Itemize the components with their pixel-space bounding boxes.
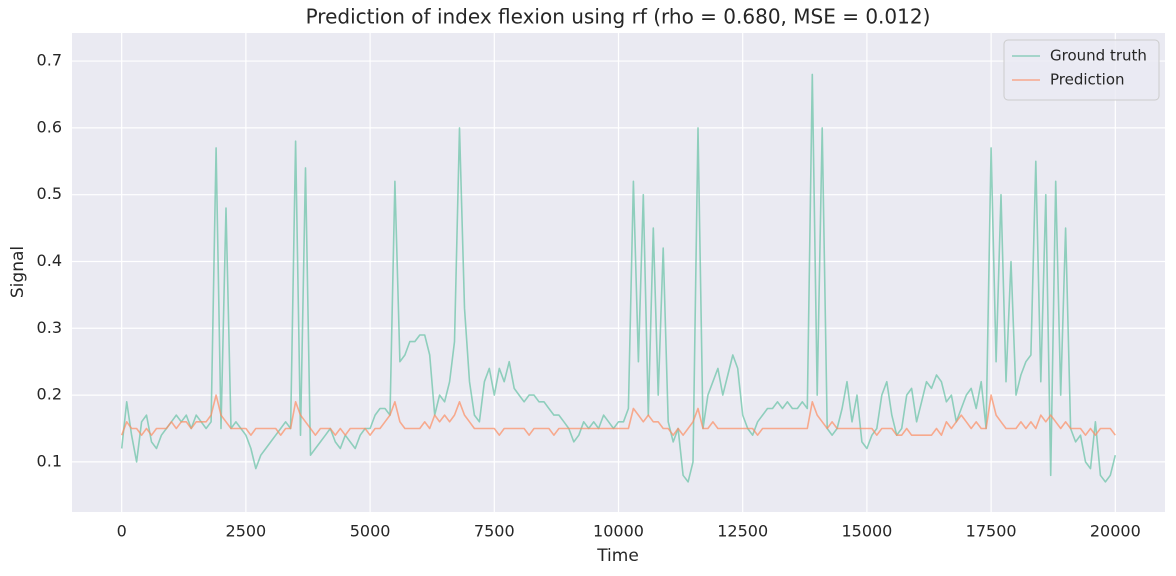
y-axis-label: Signal [8,246,28,298]
x-tick-label: 5000 [350,522,391,541]
x-tick-label: 12500 [717,522,768,541]
x-tick-label: 15000 [841,522,892,541]
x-axis-label: Time [596,546,639,566]
x-tick-label: 7500 [474,522,515,541]
data-line [120,73,1117,483]
legend-box [1003,39,1160,101]
legend-label: Ground truth [1050,47,1147,65]
y-tick-label: 0.5 [37,184,62,203]
y-tick-label: 0.3 [37,318,62,337]
y-tick-label: 0.7 [37,51,62,70]
y-tick-label: 0.4 [37,251,62,270]
chart-title: Prediction of index flexion using rf (rh… [306,5,931,29]
data-line [120,394,1116,436]
x-tick-label: 0 [117,522,127,541]
x-tick-label: 17500 [966,522,1017,541]
y-tick-label: 0.2 [37,385,62,404]
x-tick-label: 20000 [1090,522,1141,541]
x-tick-label: 10000 [593,522,644,541]
y-tick-label: 0.1 [37,451,62,470]
legend-label: Prediction [1050,71,1125,89]
y-tick-label: 0.6 [37,117,62,136]
x-tick-label: 2500 [226,522,267,541]
